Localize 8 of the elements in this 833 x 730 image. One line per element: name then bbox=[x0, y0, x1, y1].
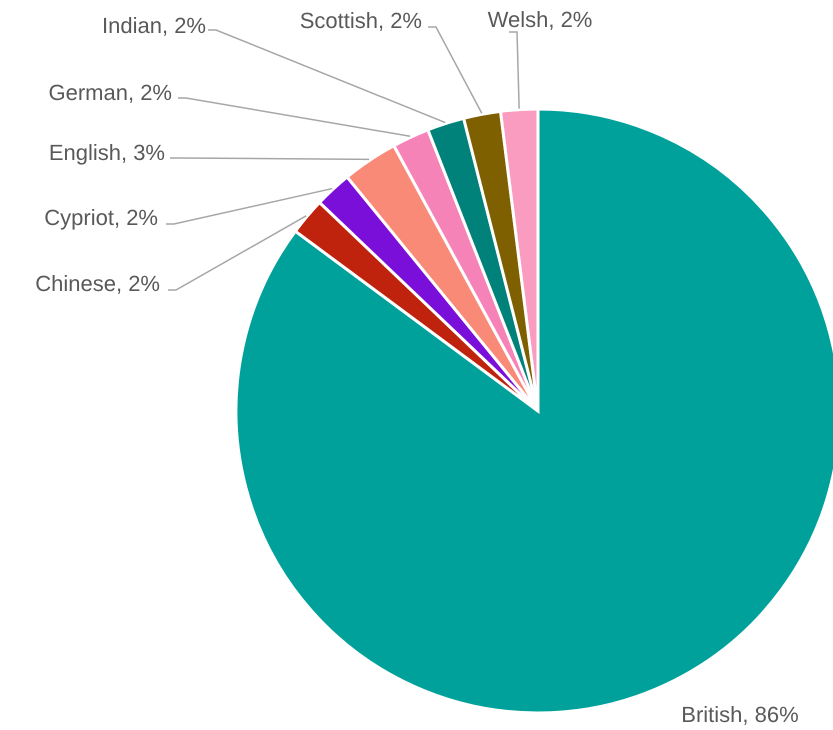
slice-label: English, 3% bbox=[48, 140, 165, 165]
slice-label: Scottish, 2% bbox=[300, 8, 422, 33]
slice-label: Chinese, 2% bbox=[35, 271, 160, 296]
slice-label: British, 86% bbox=[681, 702, 799, 727]
slice-label: German, 2% bbox=[48, 80, 172, 105]
slice-label: Cypriot, 2% bbox=[44, 205, 158, 230]
slice-label: Indian, 2% bbox=[102, 13, 206, 38]
slice-label: Welsh, 2% bbox=[488, 7, 592, 32]
